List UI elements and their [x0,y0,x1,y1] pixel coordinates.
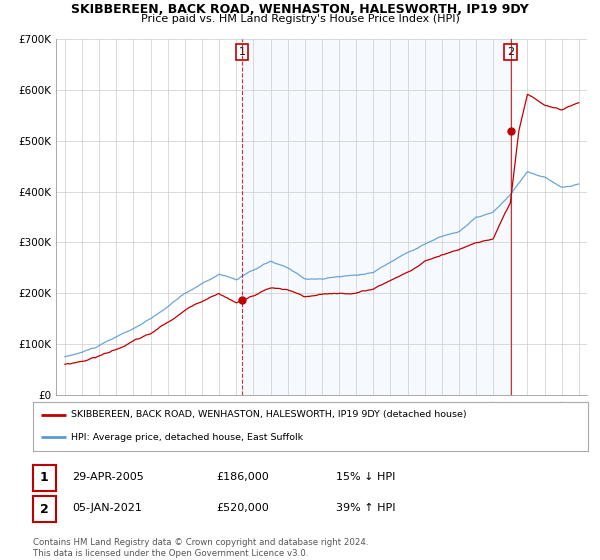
Text: 05-JAN-2021: 05-JAN-2021 [72,503,142,514]
Text: 2: 2 [40,502,49,516]
Text: 1: 1 [40,471,49,484]
Text: 1: 1 [238,47,245,57]
Text: Price paid vs. HM Land Registry's House Price Index (HPI): Price paid vs. HM Land Registry's House … [140,14,460,24]
Text: 39% ↑ HPI: 39% ↑ HPI [336,503,395,514]
Text: Contains HM Land Registry data © Crown copyright and database right 2024.
This d: Contains HM Land Registry data © Crown c… [33,538,368,558]
Bar [242,39,511,395]
Text: £520,000: £520,000 [216,503,269,514]
Text: 15% ↓ HPI: 15% ↓ HPI [336,472,395,482]
Text: 2: 2 [507,47,514,57]
Text: HPI: Average price, detached house, East Suffolk: HPI: Average price, detached house, East… [71,433,303,442]
Text: SKIBBEREEN, BACK ROAD, WENHASTON, HALESWORTH, IP19 9DY (detached house): SKIBBEREEN, BACK ROAD, WENHASTON, HALESW… [71,410,466,419]
Text: £186,000: £186,000 [216,472,269,482]
Text: 29-APR-2005: 29-APR-2005 [72,472,144,482]
Text: SKIBBEREEN, BACK ROAD, WENHASTON, HALESWORTH, IP19 9DY: SKIBBEREEN, BACK ROAD, WENHASTON, HALESW… [71,3,529,16]
